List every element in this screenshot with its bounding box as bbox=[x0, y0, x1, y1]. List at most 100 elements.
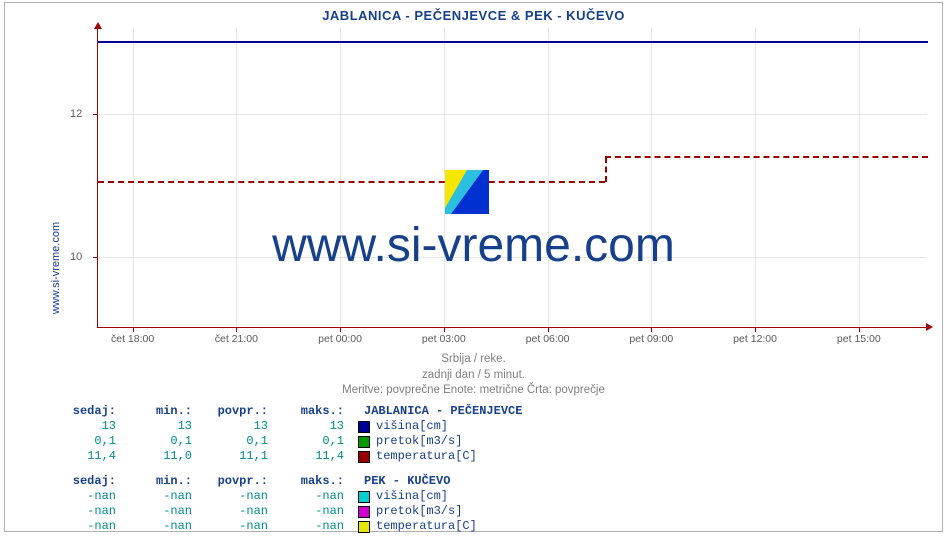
watermark-logo bbox=[445, 170, 489, 214]
cell-value: -nan bbox=[126, 519, 202, 533]
grid-v bbox=[755, 28, 756, 327]
cell-value: 11,1 bbox=[202, 449, 278, 463]
chart-title: JABLANICA - PEČENJEVCE & PEK - KUČEVO bbox=[0, 8, 947, 23]
watermark-text: www.si-vreme.com bbox=[0, 218, 947, 273]
station-table: sedaj:min.:povpr.:maks.:JABLANICA - PEČE… bbox=[50, 404, 522, 464]
grid-v bbox=[236, 28, 237, 327]
cell-value: -nan bbox=[278, 519, 354, 533]
xtick-label: pet 03:00 bbox=[422, 333, 466, 345]
xtick-mark bbox=[133, 327, 134, 332]
xtick-mark bbox=[548, 327, 549, 332]
table-row: -nan-nan-nan-nantemperatura[C] bbox=[50, 519, 522, 534]
grid-v bbox=[133, 28, 134, 327]
grid-v bbox=[859, 28, 860, 327]
col-header: min.: bbox=[126, 404, 202, 418]
plot-area: 1012čet 18:00čet 21:00pet 00:00pet 03:00… bbox=[97, 28, 927, 328]
xtick-label: čet 21:00 bbox=[215, 333, 258, 345]
visina-line bbox=[98, 41, 928, 43]
legend-cell: pretok[m3/s] bbox=[354, 504, 462, 518]
ytick-label: 12 bbox=[70, 108, 82, 120]
table-row: 11,411,011,111,4temperatura[C] bbox=[50, 449, 522, 464]
cell-value: -nan bbox=[202, 519, 278, 533]
cell-value: 0,1 bbox=[50, 434, 126, 448]
cell-value: 13 bbox=[278, 419, 354, 433]
legend-label: pretok[m3/s] bbox=[376, 504, 462, 518]
station-name: PEK - KUČEVO bbox=[354, 474, 450, 488]
cell-value: -nan bbox=[50, 519, 126, 533]
table-row: -nan-nan-nan-nanpretok[m3/s] bbox=[50, 504, 522, 519]
grid-v bbox=[548, 28, 549, 327]
xtick-mark bbox=[859, 327, 860, 332]
legend-cell: temperatura[C] bbox=[354, 519, 477, 533]
temperatura-line bbox=[98, 181, 605, 183]
station-table: sedaj:min.:povpr.:maks.:PEK - KUČEVO-nan… bbox=[50, 474, 522, 534]
cell-value: -nan bbox=[202, 504, 278, 518]
legend-label: višina[cm] bbox=[376, 419, 448, 433]
ytick-mark bbox=[93, 114, 98, 115]
cell-value: -nan bbox=[126, 504, 202, 518]
xtick-mark bbox=[340, 327, 341, 332]
subtitle-block: Srbija / reke. zadnji dan / 5 minut. Mer… bbox=[0, 352, 947, 399]
cell-value: -nan bbox=[278, 504, 354, 518]
legend-label: višina[cm] bbox=[376, 489, 448, 503]
col-header: maks.: bbox=[278, 404, 354, 418]
xtick-mark bbox=[755, 327, 756, 332]
legend-cell: višina[cm] bbox=[354, 419, 448, 433]
subtitle-line-2: zadnji dan / 5 minut. bbox=[0, 368, 947, 384]
legend-label: temperatura[C] bbox=[376, 449, 477, 463]
xtick-label: čet 18:00 bbox=[111, 333, 154, 345]
cell-value: 13 bbox=[50, 419, 126, 433]
col-header: maks.: bbox=[278, 474, 354, 488]
col-header: min.: bbox=[126, 474, 202, 488]
cell-value: -nan bbox=[50, 489, 126, 503]
cell-value: 0,1 bbox=[278, 434, 354, 448]
subtitle-line-1: Srbija / reke. bbox=[0, 352, 947, 368]
xtick-label: pet 09:00 bbox=[629, 333, 673, 345]
cell-value: -nan bbox=[126, 489, 202, 503]
xtick-label: pet 00:00 bbox=[318, 333, 362, 345]
xtick-label: pet 06:00 bbox=[526, 333, 570, 345]
table-header-row: sedaj:min.:povpr.:maks.:JABLANICA - PEČE… bbox=[50, 404, 522, 419]
xtick-mark bbox=[236, 327, 237, 332]
table-row: -nan-nan-nan-nanvišina[cm] bbox=[50, 489, 522, 504]
grid-v bbox=[340, 28, 341, 327]
subtitle-line-3: Meritve: povprečne Enote: metrične Črta:… bbox=[0, 383, 947, 399]
grid-v bbox=[651, 28, 652, 327]
table-row: 13131313višina[cm] bbox=[50, 419, 522, 434]
col-header: povpr.: bbox=[202, 404, 278, 418]
col-header: sedaj: bbox=[50, 404, 126, 418]
grid-h bbox=[98, 114, 927, 115]
legend-label: temperatura[C] bbox=[376, 519, 477, 533]
xtick-mark bbox=[651, 327, 652, 332]
color-swatch bbox=[358, 521, 370, 533]
color-swatch bbox=[358, 451, 370, 463]
cell-value: 11,4 bbox=[50, 449, 126, 463]
color-swatch bbox=[358, 491, 370, 503]
cell-value: -nan bbox=[278, 489, 354, 503]
col-header: povpr.: bbox=[202, 474, 278, 488]
xtick-label: pet 12:00 bbox=[733, 333, 777, 345]
cell-value: 11,0 bbox=[126, 449, 202, 463]
temperatura-line bbox=[605, 156, 928, 158]
table-row: 0,10,10,10,1pretok[m3/s] bbox=[50, 434, 522, 449]
color-swatch bbox=[358, 421, 370, 433]
cell-value: 0,1 bbox=[126, 434, 202, 448]
cell-value: 0,1 bbox=[202, 434, 278, 448]
color-swatch bbox=[358, 506, 370, 518]
cell-value: -nan bbox=[50, 504, 126, 518]
cell-value: 11,4 bbox=[278, 449, 354, 463]
xtick-mark bbox=[444, 327, 445, 332]
temperatura-line-step bbox=[605, 157, 607, 182]
cell-value: -nan bbox=[202, 489, 278, 503]
cell-value: 13 bbox=[126, 419, 202, 433]
legend-cell: višina[cm] bbox=[354, 489, 448, 503]
xtick-label: pet 15:00 bbox=[837, 333, 881, 345]
cell-value: 13 bbox=[202, 419, 278, 433]
legend-cell: pretok[m3/s] bbox=[354, 434, 462, 448]
table-header-row: sedaj:min.:povpr.:maks.:PEK - KUČEVO bbox=[50, 474, 522, 489]
legend-cell: temperatura[C] bbox=[354, 449, 477, 463]
color-swatch bbox=[358, 436, 370, 448]
station-name: JABLANICA - PEČENJEVCE bbox=[354, 404, 522, 418]
data-tables: sedaj:min.:povpr.:maks.:JABLANICA - PEČE… bbox=[50, 404, 522, 544]
col-header: sedaj: bbox=[50, 474, 126, 488]
